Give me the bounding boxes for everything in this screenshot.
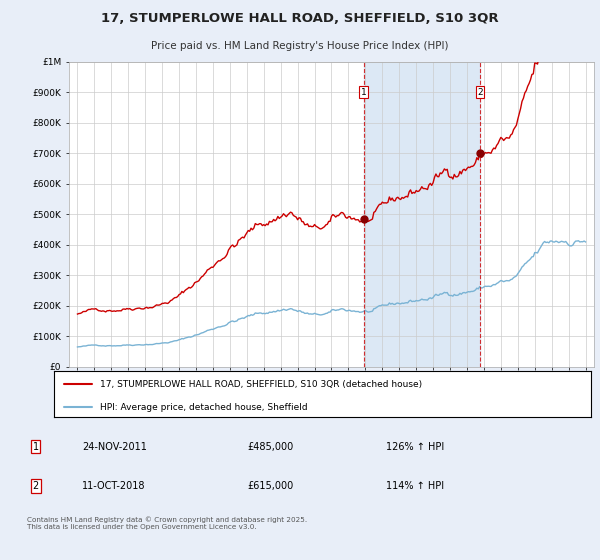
Text: 2: 2 xyxy=(32,481,39,491)
Text: Price paid vs. HM Land Registry's House Price Index (HPI): Price paid vs. HM Land Registry's House … xyxy=(151,41,449,51)
Text: 114% ↑ HPI: 114% ↑ HPI xyxy=(386,481,444,491)
Text: £615,000: £615,000 xyxy=(248,481,294,491)
Bar xyxy=(364,62,480,367)
Text: 17, STUMPERLOWE HALL ROAD, SHEFFIELD, S10 3QR: 17, STUMPERLOWE HALL ROAD, SHEFFIELD, S1… xyxy=(101,12,499,25)
Text: 17, STUMPERLOWE HALL ROAD, SHEFFIELD, S10 3QR (detached house): 17, STUMPERLOWE HALL ROAD, SHEFFIELD, S1… xyxy=(100,380,422,389)
Text: £485,000: £485,000 xyxy=(248,442,294,451)
Text: 1: 1 xyxy=(32,442,38,451)
Text: Contains HM Land Registry data © Crown copyright and database right 2025.
This d: Contains HM Land Registry data © Crown c… xyxy=(27,517,307,530)
Text: 126% ↑ HPI: 126% ↑ HPI xyxy=(386,442,444,451)
Text: 1: 1 xyxy=(361,87,367,97)
Text: 2: 2 xyxy=(478,87,483,97)
Text: 24-NOV-2011: 24-NOV-2011 xyxy=(82,442,147,451)
Text: 11-OCT-2018: 11-OCT-2018 xyxy=(82,481,146,491)
Text: HPI: Average price, detached house, Sheffield: HPI: Average price, detached house, Shef… xyxy=(100,403,307,412)
